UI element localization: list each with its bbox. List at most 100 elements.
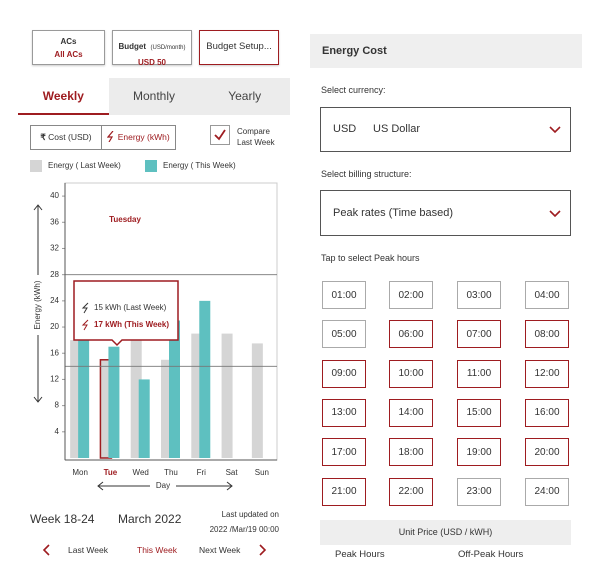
bar: [138, 379, 150, 458]
hour-button[interactable]: 13:00: [322, 398, 366, 427]
billing-dropdown[interactable]: Peak rates (Time based): [320, 190, 571, 236]
unit-toggle: ₹ Cost (USD) Energy (kWh): [30, 125, 176, 150]
hour-button[interactable]: 12:00: [525, 359, 569, 388]
arrow: [97, 481, 233, 491]
bar: [169, 320, 180, 458]
next-chevron[interactable]: [257, 544, 267, 556]
toggle-energy[interactable]: Energy (kWh): [102, 126, 175, 149]
bar: [78, 327, 90, 458]
budget-label: Budget: [118, 42, 147, 51]
hour-button[interactable]: 18:00: [389, 438, 433, 467]
x-tick-label: Tue: [104, 468, 118, 477]
hour-button[interactable]: 19:00: [457, 438, 501, 467]
chart: 4 8 12 16 20 24 28 32 36 40 Mon Tue Wed Thu Fri Sat Sun E…: [33, 182, 278, 491]
bar: [221, 333, 233, 458]
cost-label: Cost (USD): [48, 132, 92, 142]
chevron-down: [549, 126, 561, 134]
check-mark: [214, 129, 226, 141]
hour-button[interactable]: 24:00: [525, 477, 569, 506]
bar: [191, 333, 203, 458]
hour-button[interactable]: 07:00: [457, 320, 501, 349]
currency-dropdown[interactable]: USD US Dollar: [320, 107, 571, 152]
tooltip: [73, 280, 179, 347]
updated-time: 2022 /Mar/19 00:00: [209, 525, 279, 534]
currency-code: USD: [333, 123, 357, 135]
bar: [108, 346, 120, 458]
bolt-icon: [81, 319, 89, 331]
hour-button[interactable]: 21:00: [322, 477, 366, 506]
bar: [130, 340, 142, 458]
toggle-cost[interactable]: ₹ Cost (USD): [31, 126, 102, 149]
budget-unit: (USD/month): [150, 45, 186, 51]
legend: Energy ( Last Week) Energy ( This Week): [30, 160, 290, 174]
y-tick-label: 28: [50, 270, 59, 279]
acs-filter[interactable]: ACs All ACs: [32, 30, 105, 65]
hour-button[interactable]: 23:00: [457, 477, 501, 506]
legend-swatch: [145, 160, 157, 172]
hour-button[interactable]: 02:00: [389, 281, 433, 309]
hour-button[interactable]: 11:00: [457, 359, 501, 388]
hour-button[interactable]: 22:00: [389, 477, 433, 506]
hour-button[interactable]: 03:00: [457, 281, 501, 309]
updated-label: Last updated on: [221, 510, 279, 519]
y-tick-label: 32: [50, 244, 59, 253]
hour-button[interactable]: 10:00: [389, 359, 433, 388]
x-tick-label: Sun: [255, 468, 269, 477]
compare-checkbox[interactable]: [210, 125, 230, 145]
nav-current[interactable]: This Week: [137, 545, 177, 555]
billing-value: Peak rates (Time based): [333, 207, 454, 219]
hour-button[interactable]: 06:00: [389, 320, 433, 349]
hour-button[interactable]: 04:00: [525, 281, 569, 309]
tab[interactable]: Yearly: [228, 89, 262, 103]
chevron-down: [549, 210, 561, 218]
table-title: Unit Price (USD / kWH): [320, 520, 571, 545]
panel-title: Energy Cost: [310, 34, 582, 68]
hour-button[interactable]: 15:00: [457, 398, 501, 427]
hour-button[interactable]: 05:00: [322, 320, 366, 349]
hour-button[interactable]: 14:00: [389, 398, 433, 427]
hour-button[interactable]: 08:00: [525, 320, 569, 349]
hour-button[interactable]: 09:00: [322, 359, 366, 388]
budget-setup-button[interactable]: Budget Setup...: [199, 30, 279, 65]
x-tick-label: Wed: [133, 468, 149, 477]
prev-chevron[interactable]: [42, 544, 52, 556]
y-tick-label: 36: [50, 217, 59, 226]
table-column: Off-Peak Hours: [458, 549, 524, 560]
nav-next[interactable]: Next Week: [199, 545, 241, 555]
x-axis-label: Day: [156, 481, 170, 490]
x-tick-label: Thu: [164, 468, 178, 477]
hour-button[interactable]: 16:00: [525, 398, 569, 427]
budget-value: USD 50: [137, 58, 166, 67]
energy-label: Energy (kWh): [117, 132, 170, 142]
currency-label: Select currency:: [321, 85, 386, 95]
bar: [70, 340, 82, 458]
tooltip-line: 17 kWh (This Week): [94, 320, 169, 329]
y-tick-label: 12: [50, 375, 59, 384]
nav-prev[interactable]: Last Week: [68, 545, 109, 555]
acs-label: ACs: [60, 37, 77, 46]
tab[interactable]: Monthly: [132, 89, 176, 103]
bar: [199, 300, 211, 458]
month: March 2022: [118, 512, 182, 526]
x-tick-label: Sat: [226, 468, 239, 477]
bar: [161, 359, 172, 458]
tooltip-line: 15 kWh (Last Week): [94, 303, 167, 312]
tabs: Weekly Monthly Yearly: [18, 78, 290, 115]
hour-button[interactable]: 17:00: [322, 438, 366, 467]
hour-button[interactable]: 20:00: [525, 438, 569, 467]
y-tick-label: 40: [50, 191, 59, 200]
annotation: Tuesday: [109, 215, 141, 224]
table-column: Peak Hours: [335, 549, 385, 560]
legend-label: Energy ( This Week): [163, 161, 236, 170]
y-axis-label: Energy (kWh): [33, 280, 42, 329]
y-tick-label: 20: [50, 322, 59, 331]
budget-filter[interactable]: Budget (USD/month) USD 50: [112, 30, 192, 67]
bolt-icon: [81, 302, 89, 314]
bar: [251, 343, 263, 458]
y-tick-label: 24: [50, 296, 59, 305]
tab[interactable]: Weekly: [18, 78, 109, 115]
acs-value: All ACs: [54, 50, 83, 59]
y-tick-label: 4: [55, 427, 60, 436]
hour-button[interactable]: 01:00: [322, 281, 366, 309]
